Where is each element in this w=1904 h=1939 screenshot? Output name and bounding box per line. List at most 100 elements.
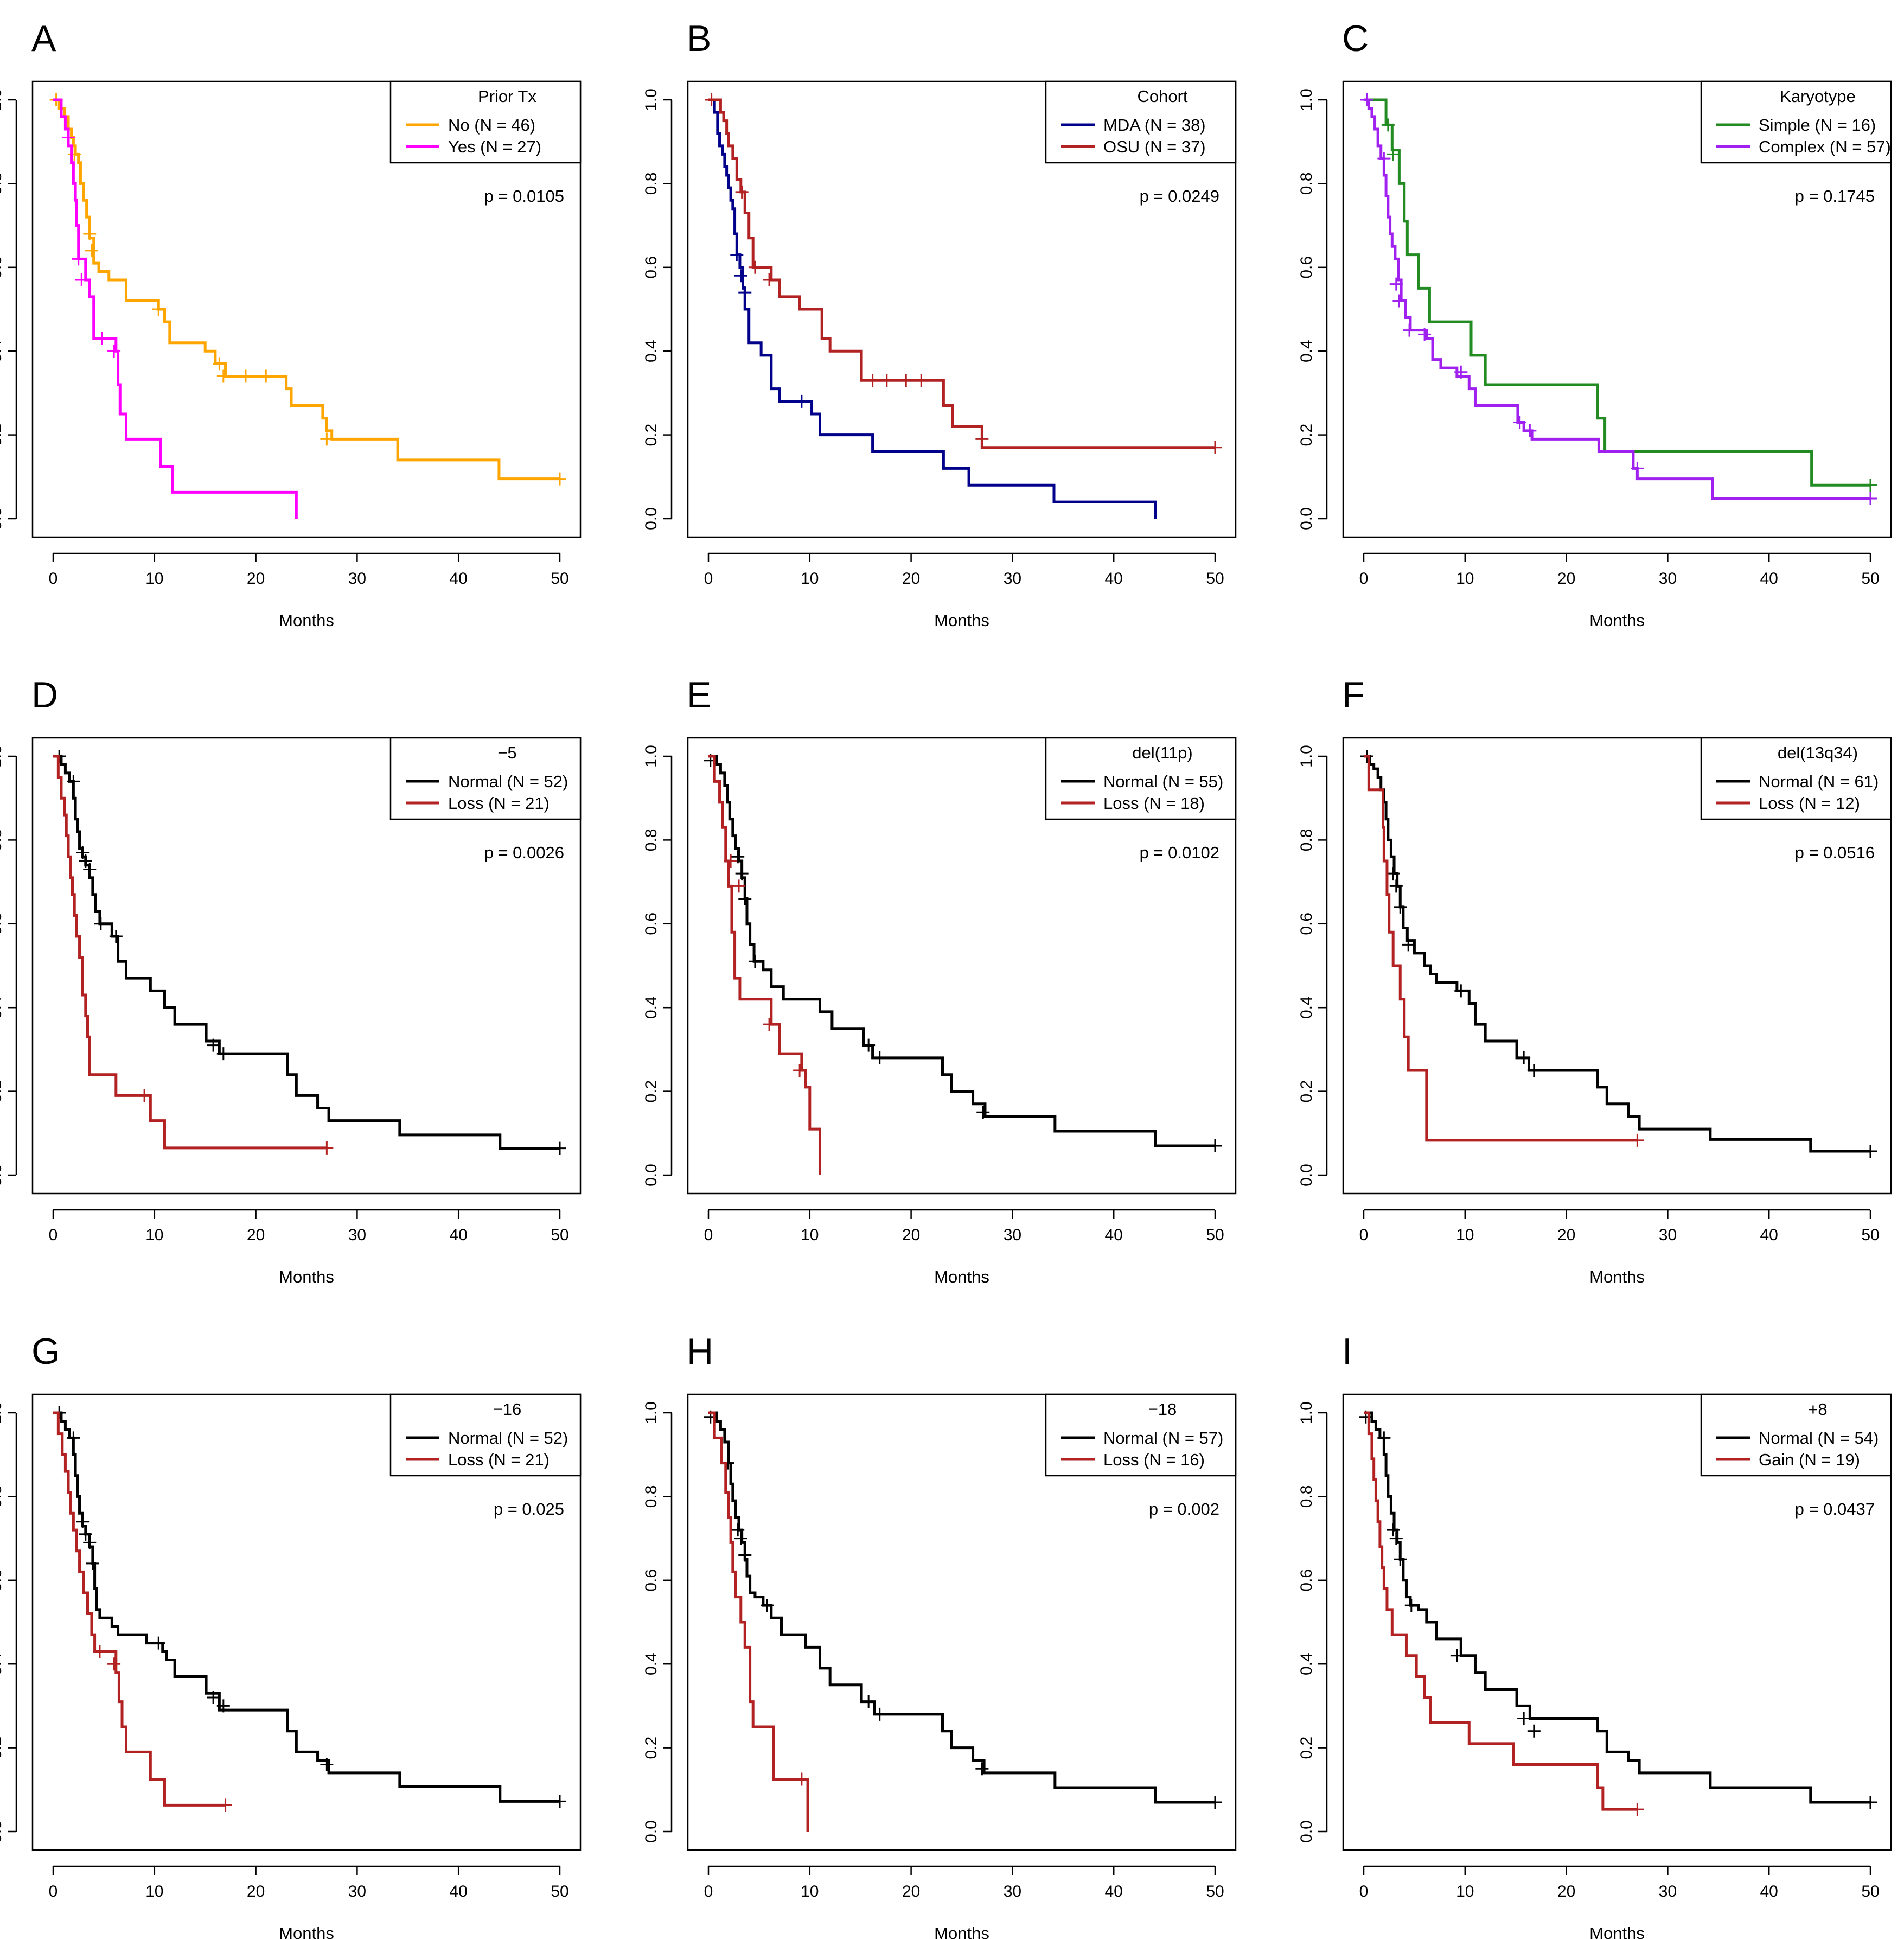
y-tick-label: 0.2 xyxy=(1298,1737,1315,1759)
x-tick-label: 20 xyxy=(902,570,920,588)
censor-mark xyxy=(738,1548,752,1562)
censor-mark xyxy=(1394,1553,1407,1566)
y-tick-label: 0.0 xyxy=(642,1820,660,1843)
censor-mark xyxy=(1360,93,1373,106)
y-tick-label: 0.8 xyxy=(1298,173,1315,195)
censor-mark xyxy=(1389,1532,1403,1545)
censor-mark xyxy=(67,775,80,788)
censor-mark xyxy=(1864,479,1877,492)
censor-mark xyxy=(763,1018,776,1031)
x-tick-label: 30 xyxy=(1659,570,1677,588)
y-tick-label: 0.8 xyxy=(1298,1485,1315,1508)
legend-title: del(11p) xyxy=(1132,743,1192,762)
p-value: p = 0.0026 xyxy=(484,843,564,862)
legend-title: +8 xyxy=(1808,1400,1827,1419)
x-tick-label: 30 xyxy=(1659,1883,1677,1900)
censor-mark xyxy=(320,1141,334,1155)
censor-mark xyxy=(915,374,928,387)
x-axis-title: Months xyxy=(934,611,989,630)
censor-mark xyxy=(730,248,744,261)
legend-box xyxy=(1700,1393,1892,1477)
x-tick-label: 40 xyxy=(1760,1883,1778,1900)
censor-mark xyxy=(866,374,879,387)
censor-mark xyxy=(975,1762,989,1776)
x-tick-label: 30 xyxy=(348,1883,366,1900)
censor-mark xyxy=(899,374,913,387)
survival-curve-2 xyxy=(708,755,821,1175)
x-tick-label: 40 xyxy=(450,1226,468,1244)
y-tick-label: 1.0 xyxy=(642,88,660,111)
censor-mark xyxy=(1403,323,1416,337)
survival-curve-2 xyxy=(53,1411,226,1807)
censor-mark xyxy=(86,1557,99,1570)
survival-curve-1 xyxy=(708,1411,1215,1804)
censor-mark xyxy=(79,854,92,868)
censor-mark xyxy=(793,1064,807,1077)
censor-mark xyxy=(873,1707,886,1721)
survival-curve-2 xyxy=(1364,755,1638,1142)
legend-label-1: No (N = 46) xyxy=(448,116,535,135)
y-tick-label: 0.8 xyxy=(642,829,660,852)
censor-mark xyxy=(76,1515,90,1528)
censor-mark xyxy=(75,273,88,286)
censor-mark xyxy=(880,374,893,387)
km-panel-a: A 0 10 20 30 40 50 Months 0.0 0.2 0.4 0.6 0.8 1.0 Prio… xyxy=(0,18,582,630)
legend: del(11p) Normal (N = 55) Loss (N = 18) xyxy=(1045,737,1237,820)
km-panel-c: C 0 10 20 30 40 50 Months 0.0 0.2 0.4 0.6 0.8 1.0 Kary… xyxy=(1298,18,1892,630)
censor-mark xyxy=(1377,1431,1391,1445)
x-tick-label: 50 xyxy=(1861,570,1879,588)
censor-mark xyxy=(1454,984,1468,998)
censor-mark xyxy=(216,1699,230,1713)
y-tick-label: 0.8 xyxy=(0,173,5,195)
km-panel-d: D 0 10 20 30 40 50 Months 0.0 0.2 0.4 0.6 0.8 1.0 −5 No… xyxy=(0,674,582,1286)
legend-label-2: OSU (N = 37) xyxy=(1103,137,1206,156)
x-tick-label: 50 xyxy=(1861,1883,1879,1900)
legend-label-2: Gain (N = 19) xyxy=(1759,1450,1860,1469)
x-tick-label: 10 xyxy=(145,570,163,588)
censor-mark xyxy=(95,332,108,346)
legend-title: Cohort xyxy=(1137,87,1187,106)
panel-letter: E xyxy=(687,674,711,716)
panel-letter: A xyxy=(31,18,56,59)
x-tick-label: 50 xyxy=(1206,570,1224,588)
censor-mark xyxy=(1209,441,1222,454)
censor-mark xyxy=(138,1089,151,1102)
legend-label-1: MDA (N = 38) xyxy=(1103,116,1206,135)
x-tick-label: 40 xyxy=(1105,570,1123,588)
x-tick-label: 30 xyxy=(348,570,366,588)
censor-mark xyxy=(748,955,762,968)
censor-mark xyxy=(795,1772,808,1786)
km-panel-h: H 0 10 20 30 40 50 Months 0.0 0.2 0.4 0.6 0.8 1.0 −18 N… xyxy=(642,1331,1237,1939)
x-tick-label: 10 xyxy=(801,1226,819,1244)
censor-mark xyxy=(207,1691,220,1704)
y-tick-label: 0.0 xyxy=(0,1820,5,1843)
plot-frame xyxy=(31,737,582,1195)
censor-mark xyxy=(1527,1064,1541,1077)
censor-mark xyxy=(320,1758,334,1771)
y-tick-label: 0.2 xyxy=(0,424,5,447)
legend-box xyxy=(389,737,582,820)
x-axis-title: Months xyxy=(934,1924,989,1939)
legend-box xyxy=(1700,80,1892,164)
censor-mark xyxy=(732,879,746,893)
y-tick-label: 1.0 xyxy=(0,88,5,111)
censor-mark xyxy=(1377,152,1391,165)
legend-box xyxy=(1045,80,1237,164)
censor-mark xyxy=(738,892,752,905)
y-tick-label: 0.0 xyxy=(0,507,5,530)
x-axis-title: Months xyxy=(279,611,334,630)
km-panel-f: F 0 10 20 30 40 50 Months 0.0 0.2 0.4 0.6 0.8 1.0 del(… xyxy=(1298,674,1892,1286)
y-tick-label: 0.2 xyxy=(642,1737,660,1759)
legend: Cohort MDA (N = 38) OSU (N = 37) xyxy=(1045,80,1237,164)
y-tick-label: 0.2 xyxy=(642,1080,660,1103)
y-tick-label: 0.6 xyxy=(1298,1569,1315,1592)
censor-mark xyxy=(76,846,90,859)
x-tick-label: 0 xyxy=(704,1226,713,1244)
legend-box xyxy=(1045,1393,1237,1477)
x-axis-title: Months xyxy=(1589,1267,1645,1286)
legend-label-2: Loss (N = 21) xyxy=(448,794,550,813)
panel-letter: C xyxy=(1342,18,1369,59)
censor-mark xyxy=(748,260,762,274)
legend-label-1: Normal (N = 61) xyxy=(1759,772,1879,791)
censor-mark xyxy=(152,303,165,316)
